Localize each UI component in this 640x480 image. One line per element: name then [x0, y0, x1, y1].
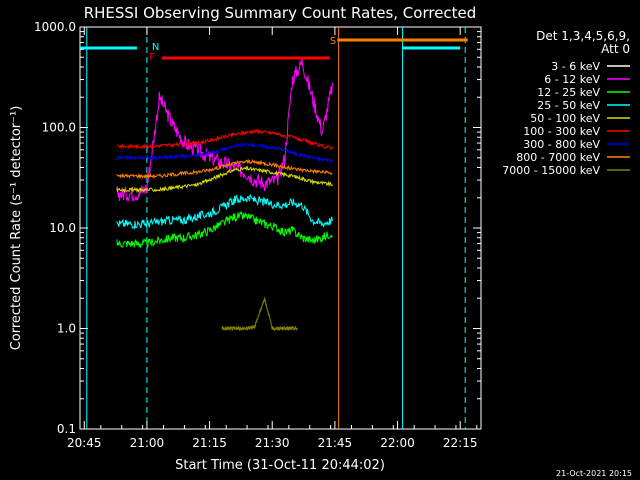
x-tick-label: 21:15 — [192, 436, 227, 450]
series-line — [116, 210, 333, 249]
x-tick-label: 21:30 — [255, 436, 290, 450]
legend-label: 6 - 12 keV — [544, 73, 600, 86]
y-tick-label: 10.0 — [49, 221, 76, 235]
y-tick-label: 100.0 — [42, 121, 76, 135]
x-axis-label: Start Time (31-Oct-11 20:44:02) — [175, 458, 385, 473]
interval-marker-s: S — [330, 36, 336, 47]
series-line — [221, 297, 298, 332]
legend-label: 100 - 300 keV — [523, 125, 600, 138]
y-tick-label: 1.0 — [57, 322, 76, 336]
footer-date: 21-Oct-2021 20:15 — [556, 469, 632, 478]
legend-label: 25 - 50 keV — [537, 99, 600, 112]
series-line — [116, 194, 333, 230]
series-5 — [116, 128, 333, 150]
y-axis-label: Corrected Count Rate (s⁻¹ detector⁻¹) — [9, 106, 24, 351]
series-6 — [116, 141, 333, 163]
legend-subtitle: Att 0 — [601, 42, 630, 56]
y-tick-label: 1000.0 — [34, 20, 76, 34]
series-1 — [116, 58, 333, 203]
x-tick-label: 21:45 — [318, 436, 353, 450]
x-tick-label: 22:15 — [443, 436, 478, 450]
x-tick-label: 20:45 — [67, 436, 102, 450]
legend-label: 12 - 25 keV — [537, 86, 600, 99]
series-line — [116, 58, 333, 203]
series-line — [116, 141, 333, 163]
series-line — [116, 158, 333, 180]
series-layer — [116, 58, 333, 332]
legend-label: 300 - 800 keV — [523, 138, 600, 151]
legend-title: Det 1,3,4,5,6,9, — [536, 29, 630, 43]
interval-marker-n: N — [152, 42, 159, 53]
series-7 — [116, 158, 333, 180]
series-2 — [116, 210, 333, 249]
series-8 — [221, 297, 298, 332]
interval-marker-f: F — [149, 52, 155, 63]
legend-label: 800 - 7000 keV — [516, 151, 600, 164]
axes-layer: 0.1 1.0 10.0 100.0 1000.0 20:45 21:00 21:15 21:3… — [34, 20, 481, 450]
legend-label: 7000 - 15000 keV — [502, 164, 600, 177]
series-line — [116, 128, 333, 150]
series-line — [116, 165, 333, 194]
series-3 — [116, 194, 333, 230]
x-tick-label: 22:00 — [380, 436, 415, 450]
series-4 — [116, 165, 333, 194]
y-tick-label: 0.1 — [57, 422, 76, 436]
x-tick-label: 21:00 — [130, 436, 165, 450]
legend-label: 50 - 100 keV — [530, 112, 600, 125]
chart-title: RHESSI Observing Summary Count Rates, Co… — [84, 4, 477, 22]
legend-label: 3 - 6 keV — [551, 60, 600, 73]
